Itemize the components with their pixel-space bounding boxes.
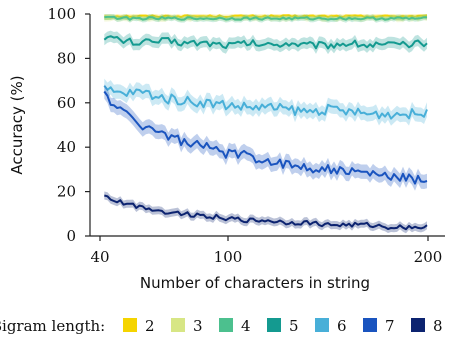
series-7 <box>103 84 428 191</box>
legend-swatch-2 <box>123 318 137 332</box>
legend-swatch-6 <box>315 318 329 332</box>
y-tick-label: 0 <box>66 227 76 245</box>
series-lines <box>103 14 428 234</box>
series-2 <box>104 14 428 20</box>
legend-label-6: 6 <box>337 317 347 335</box>
legend-swatch-4 <box>219 318 233 332</box>
legend-label-5: 5 <box>289 317 299 335</box>
legend-label-2: 2 <box>145 317 155 335</box>
y-ticks: 0 20 40 60 80 100 <box>47 5 90 245</box>
y-tick-label: 40 <box>57 138 76 156</box>
legend-label-4: 4 <box>241 317 251 335</box>
y-tick-label: 80 <box>57 49 76 67</box>
series-6-line <box>103 85 428 120</box>
series-5-line <box>103 35 428 50</box>
series-4-line <box>104 15 427 21</box>
legend-title: Bigram length: <box>0 317 105 335</box>
x-axis-label: Number of characters in string <box>140 274 370 292</box>
legend-swatch-8 <box>411 318 425 332</box>
y-axis-label: Accuracy (%) <box>8 75 26 174</box>
legend-label-3: 3 <box>193 317 203 335</box>
series-8 <box>104 191 428 234</box>
legend-swatch-7 <box>363 318 377 332</box>
x-ticks: 40 100 200 <box>90 236 442 266</box>
axes <box>89 14 445 237</box>
legend-label-8: 8 <box>433 317 443 335</box>
legend-swatch-5 <box>267 318 281 332</box>
y-tick-label: 100 <box>47 5 76 23</box>
series-5 <box>103 30 428 55</box>
series-8-line <box>104 194 428 231</box>
y-tick-label: 60 <box>57 94 76 112</box>
series-2-line <box>104 14 428 19</box>
legend-swatch-3 <box>171 318 185 332</box>
series-5-band <box>104 30 428 55</box>
legend-label-7: 7 <box>385 317 395 335</box>
series-7-line <box>103 90 428 185</box>
legend: Bigram length: 2 3 4 5 6 7 8 <box>0 317 443 335</box>
series-6 <box>103 78 428 126</box>
x-tick-label: 200 <box>414 248 443 266</box>
y-tick-label: 20 <box>57 183 76 201</box>
x-tick-label: 40 <box>90 248 109 266</box>
x-tick-label: 100 <box>214 248 243 266</box>
series-8-band <box>104 191 428 234</box>
series-4 <box>104 14 428 23</box>
